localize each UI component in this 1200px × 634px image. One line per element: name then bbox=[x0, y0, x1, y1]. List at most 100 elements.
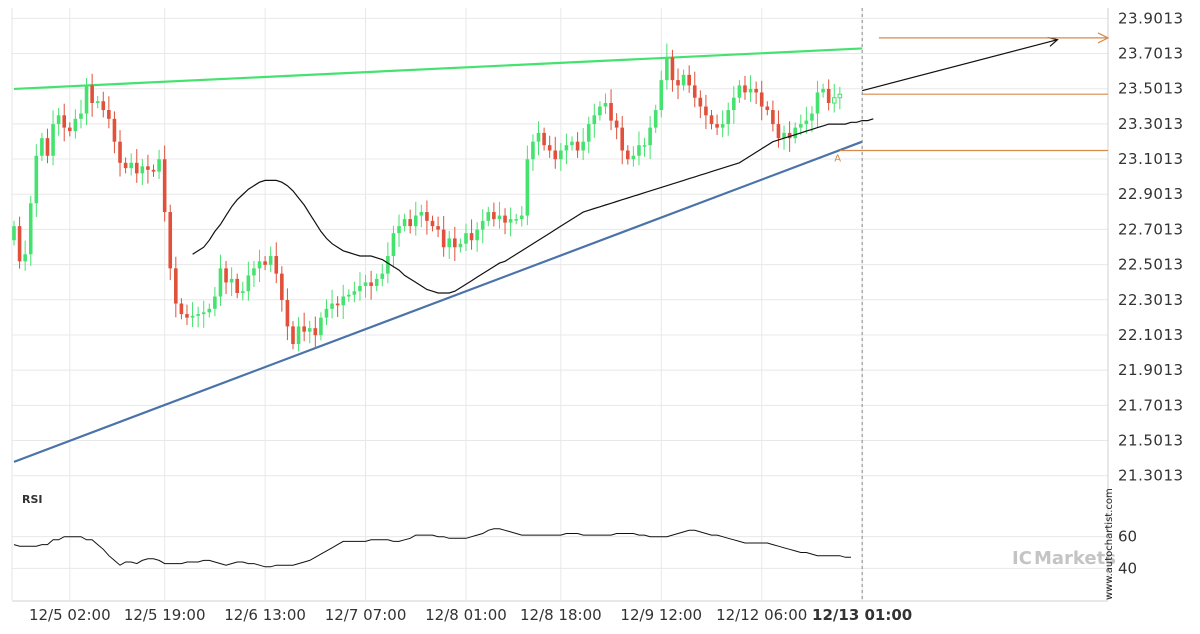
candlesticks bbox=[12, 43, 843, 352]
candle bbox=[698, 90, 703, 119]
candle-body bbox=[648, 127, 652, 146]
candle bbox=[609, 89, 613, 131]
candle-body bbox=[659, 80, 664, 111]
candle bbox=[726, 102, 731, 136]
candle-body bbox=[798, 124, 803, 128]
candle-body bbox=[307, 328, 312, 332]
candle bbox=[397, 214, 401, 247]
y-axis: 23.9013 23.7013 23.5013 23.3013 23.1013 22.90… bbox=[1118, 9, 1184, 484]
level-arrowhead bbox=[1097, 32, 1110, 44]
candle bbox=[837, 86, 843, 110]
candle-body bbox=[280, 273, 284, 301]
candle-body bbox=[402, 219, 407, 227]
candle bbox=[810, 106, 814, 133]
candle-body bbox=[118, 141, 122, 163]
candle-body bbox=[185, 314, 189, 318]
candle-body bbox=[268, 256, 273, 265]
candle-body bbox=[224, 268, 228, 283]
candle-body bbox=[732, 97, 736, 111]
candle bbox=[642, 137, 647, 157]
candle bbox=[564, 133, 569, 165]
candle bbox=[129, 153, 133, 176]
candle bbox=[352, 281, 357, 303]
x-tick-label: 12/5 02:00 bbox=[29, 606, 111, 624]
candle bbox=[497, 201, 502, 229]
candle-body bbox=[319, 317, 323, 336]
candle bbox=[369, 270, 373, 300]
candle bbox=[598, 101, 602, 121]
candle-body bbox=[609, 102, 613, 121]
moving-average bbox=[192, 118, 874, 294]
candle-body bbox=[95, 101, 100, 103]
candle bbox=[720, 110, 725, 138]
rsi-grid bbox=[12, 536, 1108, 569]
candle-body bbox=[776, 124, 781, 139]
candle-body bbox=[564, 145, 569, 151]
candle bbox=[34, 144, 39, 217]
candle bbox=[425, 200, 429, 235]
candle bbox=[458, 238, 463, 253]
candle bbox=[134, 149, 139, 183]
candle bbox=[480, 209, 485, 244]
candle bbox=[374, 273, 379, 292]
candle-body bbox=[737, 85, 742, 98]
candle bbox=[804, 106, 809, 134]
candle-body bbox=[709, 115, 714, 125]
candle-body bbox=[525, 159, 530, 216]
rsi-line bbox=[13, 528, 851, 568]
candle bbox=[319, 312, 323, 341]
candle-body bbox=[837, 93, 843, 99]
candle-body bbox=[174, 268, 178, 304]
candle-body bbox=[514, 219, 518, 221]
candle-body bbox=[419, 212, 424, 216]
candle-body bbox=[374, 278, 379, 286]
candle-body bbox=[620, 127, 625, 151]
candle bbox=[547, 135, 552, 158]
candle-body bbox=[179, 303, 184, 315]
candle bbox=[112, 111, 117, 154]
candle-body bbox=[519, 215, 524, 220]
y-tick-label: 21.5013 bbox=[1118, 432, 1184, 450]
candle-body bbox=[90, 85, 94, 103]
candle bbox=[536, 121, 541, 156]
candle-body bbox=[480, 220, 485, 230]
x-tick-label: 12/7 07:00 bbox=[325, 606, 407, 624]
chart-frame bbox=[11, 8, 1109, 602]
candle bbox=[553, 136, 558, 169]
candle-body bbox=[62, 115, 67, 128]
candle-body bbox=[313, 328, 318, 336]
candle-body bbox=[826, 88, 831, 103]
candle bbox=[626, 145, 630, 165]
candle bbox=[631, 146, 636, 167]
candle bbox=[681, 69, 686, 91]
candle bbox=[56, 107, 61, 136]
candle-body bbox=[464, 233, 468, 244]
candle-body bbox=[213, 296, 217, 309]
candle-body bbox=[391, 233, 396, 257]
y-tick-label: 22.9013 bbox=[1118, 185, 1184, 203]
main-grid bbox=[12, 8, 1108, 600]
candle bbox=[687, 65, 691, 93]
candle-body bbox=[235, 278, 239, 293]
candle-body bbox=[497, 215, 502, 220]
candle-body bbox=[665, 57, 669, 81]
candle bbox=[263, 256, 267, 271]
candle-body bbox=[503, 215, 507, 223]
candle-body bbox=[642, 145, 647, 147]
candle-body bbox=[726, 110, 731, 125]
y-tick-label: 22.7013 bbox=[1118, 220, 1184, 238]
candle-body bbox=[637, 145, 641, 156]
candle bbox=[765, 101, 770, 116]
y-tick-label: 21.9013 bbox=[1118, 361, 1184, 379]
candle bbox=[62, 103, 67, 142]
candle bbox=[23, 240, 27, 271]
candle bbox=[581, 127, 585, 160]
candle-body bbox=[352, 291, 357, 295]
candle-body bbox=[698, 97, 703, 107]
candle-body bbox=[436, 226, 440, 230]
x-tick-label: 12/8 18:00 bbox=[520, 606, 602, 624]
candle bbox=[748, 75, 753, 102]
rsi-panel: 60 40 RSI bbox=[13, 493, 1137, 577]
candle bbox=[475, 222, 479, 252]
overlay: A bbox=[834, 8, 1110, 600]
